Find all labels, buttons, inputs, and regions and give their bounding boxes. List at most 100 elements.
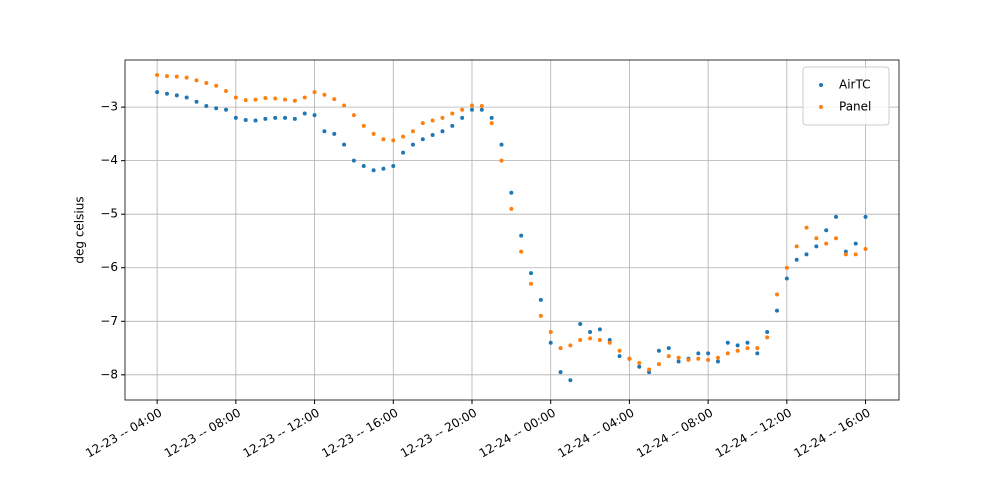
point [656,348,661,353]
point [676,359,681,364]
point [302,111,307,116]
point [538,297,543,302]
point [450,123,455,128]
point [519,249,524,254]
point [863,247,868,252]
point [253,118,258,123]
point [391,138,396,143]
point [361,164,366,169]
x-tick-label: 12-24 -- 04:00 [555,406,636,461]
point [243,117,248,122]
point [794,257,799,262]
point [696,356,701,361]
point [469,103,474,108]
point [617,348,622,353]
point [765,330,770,334]
point [322,129,327,134]
point [794,244,799,249]
point [843,252,848,257]
point [529,271,534,276]
point [725,340,730,345]
point [174,93,179,98]
point [489,121,494,126]
point [834,236,839,241]
y-tick-label: −5 [100,207,118,221]
point [755,346,760,351]
point [312,90,317,95]
x-tick-label: 12-24 -- 00:00 [477,406,558,461]
point [863,214,868,219]
point [499,158,504,163]
point [204,81,209,86]
point [401,134,406,139]
point [765,335,770,340]
point [164,91,169,96]
point [715,355,720,360]
point [233,115,238,120]
point [834,214,839,219]
point [715,359,720,364]
x-tick-label: 12-24 -- 08:00 [634,406,715,461]
point [351,113,356,118]
point [509,190,514,195]
point [804,225,809,230]
legend-box [802,66,890,126]
point [578,321,583,326]
point [302,95,307,100]
point [558,370,563,375]
point [332,97,337,102]
point [627,356,632,361]
point [233,95,238,100]
point [243,98,248,103]
point [666,354,671,359]
y-tick-label: −4 [100,153,118,167]
point [597,327,602,332]
point [164,74,169,79]
point [568,378,573,383]
point [814,244,819,249]
point [469,107,474,112]
point [519,233,524,238]
point [371,131,376,136]
point [479,104,484,109]
point [410,129,415,134]
point [853,241,858,246]
y-tick-label: −7 [100,314,118,328]
point [292,116,297,121]
point [263,96,268,101]
point [371,168,376,173]
point [410,142,415,147]
point [725,351,730,356]
point [745,346,750,351]
point [617,354,622,359]
point [430,132,435,137]
point [174,74,179,79]
point [391,164,396,169]
point [361,123,366,128]
point [194,78,199,83]
point [824,241,829,246]
point [637,361,642,366]
x-tick-label: 12-24 -- 12:00 [713,406,794,461]
point [774,308,779,313]
point [607,340,612,345]
point [420,121,425,126]
point [184,75,189,80]
point [706,351,711,356]
x-tick-label: 12-24 -- 16:00 [792,406,873,461]
point [430,118,435,123]
x-tick-label: 12-23 -- 08:00 [162,406,243,461]
point [499,142,504,147]
x-tick-label: 12-23 -- 16:00 [319,406,400,461]
point [273,115,278,120]
legend-label: Panel [839,100,871,114]
point [597,338,602,343]
point [588,330,593,334]
point [460,115,465,120]
point [853,252,858,257]
y-tick-label: −3 [100,100,118,114]
point [774,292,779,297]
point [656,362,661,367]
point [548,330,553,334]
